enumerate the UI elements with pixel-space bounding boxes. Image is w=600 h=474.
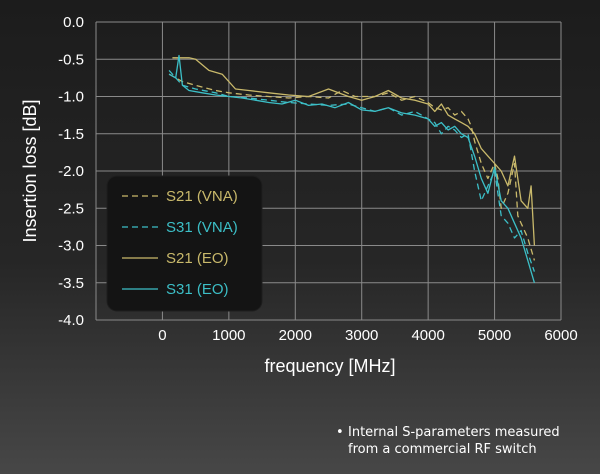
y-tick-label: -3.0 <box>58 238 84 255</box>
x-tick-label: 0 <box>158 327 166 344</box>
legend: S21 (VNA) S31 (VNA) S21 (EO) S31 (EO) <box>106 175 263 312</box>
gridlines <box>95 21 562 321</box>
tick-labels: 0 1000 2000 3000 4000 5000 6000 0.0 -0.5 -1.0 -1.5… <box>58 14 578 344</box>
y-axis-label: Insertion loss [dB] <box>20 99 40 242</box>
y-tick-label: 0.0 <box>63 14 84 31</box>
y-tick-label: -4.0 <box>58 312 84 329</box>
y-tick-label: -2.5 <box>58 200 84 217</box>
series-line-s21-eo <box>172 57 536 246</box>
series-layer <box>168 54 536 283</box>
y-tick-label: -1.0 <box>58 89 84 106</box>
series-line-s21-vna <box>168 73 536 261</box>
legend-box <box>106 175 263 312</box>
x-tick-label: 3000 <box>345 327 378 344</box>
bullet-icon: • <box>336 425 344 440</box>
legend-label: S31 (EO) <box>166 281 229 298</box>
y-tick-label: -2.0 <box>58 163 84 180</box>
legend-label: S21 (EO) <box>166 250 229 267</box>
y-tick-label: -1.5 <box>58 126 84 143</box>
x-tick-label: 4000 <box>411 327 444 344</box>
legend-label: S31 (VNA) <box>166 219 238 236</box>
x-axis-label: frequency [MHz] <box>264 356 395 376</box>
legend-label: S21 (VNA) <box>166 188 238 205</box>
y-tick-label: -3.5 <box>58 275 84 292</box>
series-line-s31-eo <box>168 54 536 283</box>
x-tick-label: 1000 <box>212 327 245 344</box>
footnote-line-1: Internal S-parameters measured <box>348 425 560 440</box>
footnote-line-2: from a commercial RF switch <box>348 442 537 457</box>
x-tick-label: 6000 <box>544 327 577 344</box>
x-tick-label: 5000 <box>478 327 511 344</box>
y-tick-label: -0.5 <box>58 51 84 68</box>
footnote: • Internal S-parameters measured from a … <box>336 424 588 458</box>
x-tick-label: 2000 <box>279 327 312 344</box>
